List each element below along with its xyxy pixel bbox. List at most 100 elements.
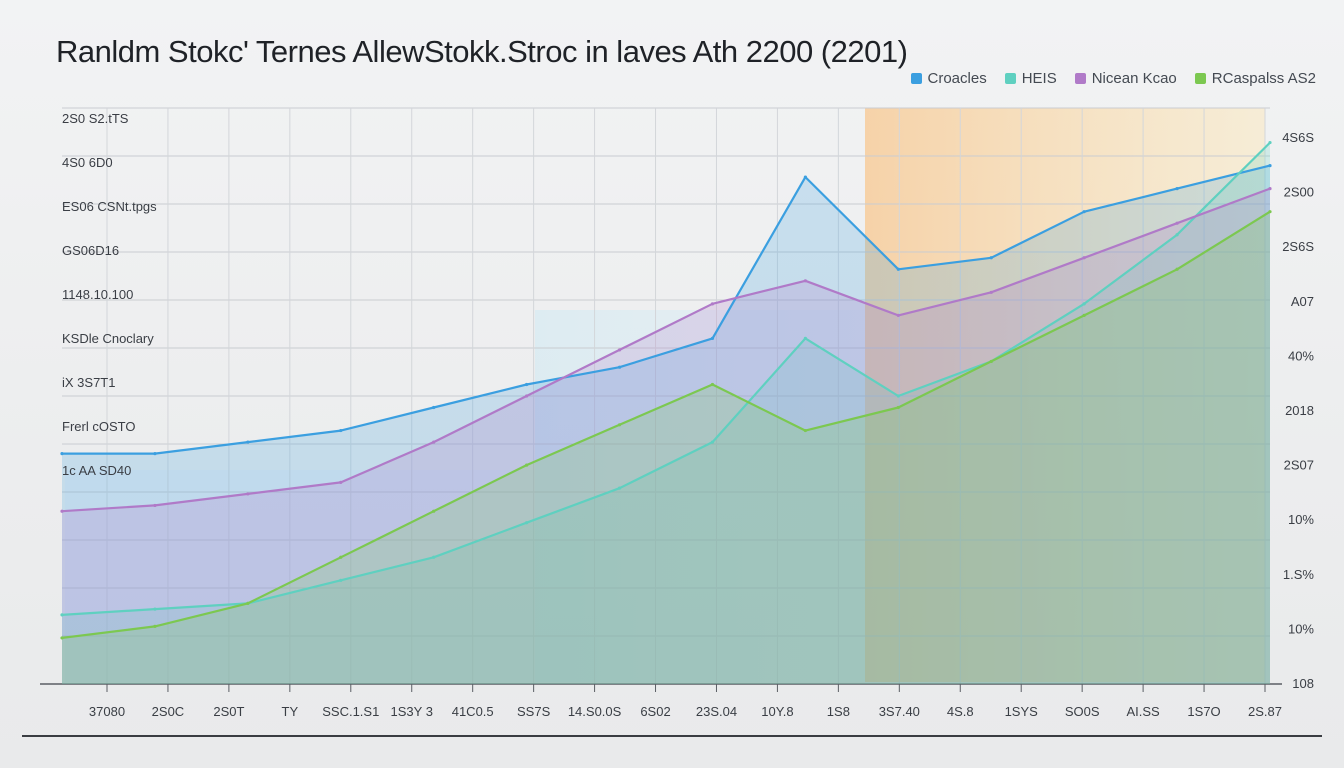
series-point-1-3 bbox=[339, 578, 343, 582]
series-point-1-12 bbox=[1175, 233, 1179, 237]
series-point-3-10 bbox=[989, 359, 993, 364]
x-tick-label: 3S7.40 bbox=[879, 704, 920, 719]
left-label: GS06D16 bbox=[62, 243, 119, 258]
series-areas bbox=[62, 142, 1270, 685]
x-tick-label: 2S0T bbox=[213, 704, 244, 719]
x-tick-label: 4S.8 bbox=[947, 704, 974, 719]
right-label: 108 bbox=[1292, 676, 1314, 691]
series-point-3-11 bbox=[1082, 313, 1086, 317]
series-point-1-1 bbox=[153, 607, 157, 611]
right-label: 1.S% bbox=[1283, 567, 1315, 582]
right-label: 10% bbox=[1288, 512, 1314, 527]
series-lines bbox=[60, 140, 1272, 640]
series-point-0-7 bbox=[710, 336, 715, 340]
chart-title: Ranldm Stokc' Ternes AllewStokk.Stroc in… bbox=[56, 34, 908, 69]
series-point-3-0 bbox=[60, 636, 64, 640]
series-point-2-12 bbox=[1175, 221, 1179, 225]
x-tick-label: 1SYS bbox=[1005, 704, 1039, 719]
series-point-3-8 bbox=[803, 428, 807, 433]
series-point-0-4 bbox=[432, 405, 436, 410]
left-label: 4S0 6D0 bbox=[62, 155, 113, 170]
legend-label-3: RCaspalss AS2 bbox=[1211, 70, 1316, 87]
x-tick-label: 1S8 bbox=[827, 704, 850, 719]
series-point-3-12 bbox=[1175, 267, 1179, 271]
legend-swatch-0 bbox=[910, 73, 922, 84]
legend-label-1: HEIS bbox=[1021, 70, 1057, 87]
series-point-0-2 bbox=[246, 440, 250, 444]
legend-swatch-1 bbox=[1004, 73, 1016, 84]
series-point-1-11 bbox=[1082, 302, 1086, 306]
series-point-3-13 bbox=[1268, 210, 1272, 214]
x-tick-label: 1S3Y 3 bbox=[391, 704, 433, 719]
series-line-3 bbox=[61, 210, 1271, 639]
series-point-2-2 bbox=[246, 492, 250, 496]
legend-swatch-2 bbox=[1074, 73, 1086, 84]
series-point-2-4 bbox=[432, 440, 436, 444]
left-label: 1148.10.100 bbox=[62, 287, 133, 302]
x-tick-label: 1S7O bbox=[1187, 704, 1220, 719]
series-point-2-8 bbox=[803, 279, 807, 283]
series-area-1 bbox=[62, 142, 1270, 685]
series-area-2 bbox=[62, 188, 1270, 684]
series-point-0-6 bbox=[617, 365, 622, 369]
x-tick-label: SSC.1.S1 bbox=[322, 704, 379, 719]
series-point-2-3 bbox=[339, 480, 343, 484]
series-point-1-5 bbox=[525, 521, 529, 525]
series-point-0-12 bbox=[1175, 187, 1179, 191]
left-labels: 2S0 S2.tTS 4S0 6D0 ES06 CSNt.tpgs GS06D16 11… bbox=[62, 111, 157, 478]
x-tick-label: 37080 bbox=[89, 704, 125, 719]
right-label: 40% bbox=[1288, 348, 1314, 363]
right-label: 4S6S bbox=[1282, 130, 1314, 145]
right-label: A07 bbox=[1291, 294, 1314, 309]
series-point-1-9 bbox=[896, 394, 900, 398]
series-point-3-2 bbox=[246, 601, 250, 605]
series-point-1-8 bbox=[803, 336, 807, 340]
series-point-2-1 bbox=[153, 503, 157, 508]
x-tick-label: 2S.87 bbox=[1248, 704, 1282, 719]
series-point-2-0 bbox=[60, 509, 64, 513]
bottom-rule bbox=[22, 735, 1322, 737]
x-tick-label: SO0S bbox=[1065, 704, 1100, 719]
series-point-0-13 bbox=[1268, 164, 1272, 168]
chart-legend: Croacles HEIS Nicean Kcao RCaspalss AS2 bbox=[910, 70, 1316, 87]
series-area-0 bbox=[62, 165, 1270, 685]
series-point-1-0 bbox=[60, 613, 64, 617]
x-tick-label: 41C0.5 bbox=[452, 704, 494, 719]
series-line-1 bbox=[61, 141, 1271, 616]
series-point-0-3 bbox=[339, 428, 343, 433]
series-point-1-13 bbox=[1268, 140, 1272, 145]
series-point-3-4 bbox=[432, 509, 436, 513]
series-point-2-6 bbox=[617, 348, 622, 352]
x-tick-label: 14.S0.0S bbox=[568, 704, 622, 719]
legend-item-3: RCaspalss AS2 bbox=[1194, 70, 1316, 87]
series-point-2-5 bbox=[525, 394, 529, 398]
legend-item-2: Nicean Kcao bbox=[1074, 70, 1177, 87]
series-point-2-9 bbox=[896, 313, 900, 317]
series-point-0-9 bbox=[896, 267, 900, 271]
x-tick-label: 10Y.8 bbox=[761, 704, 793, 719]
series-point-0-5 bbox=[525, 382, 529, 387]
left-label: KSDle Cnoclary bbox=[62, 331, 154, 346]
left-label: 1c AA SD40 bbox=[62, 463, 131, 478]
series-point-3-9 bbox=[896, 405, 900, 410]
series-point-3-1 bbox=[153, 624, 157, 629]
right-label: 2S07 bbox=[1284, 458, 1314, 473]
series-point-1-7 bbox=[710, 440, 715, 444]
series-point-3-3 bbox=[339, 555, 343, 559]
series-point-1-4 bbox=[432, 555, 436, 559]
x-tick-label: SS7S bbox=[517, 704, 551, 719]
series-area-3 bbox=[62, 211, 1270, 684]
series-point-2-11 bbox=[1082, 256, 1086, 260]
x-axis-ticks: 37080 2S0C 2S0T TY SSC.1.S1 1S3Y 3 41C0.5 SS7S 1… bbox=[89, 684, 1282, 719]
legend-swatch-3 bbox=[1194, 73, 1206, 84]
series-point-3-7 bbox=[710, 382, 715, 387]
series-point-0-10 bbox=[989, 256, 993, 260]
series-line-2 bbox=[61, 187, 1271, 513]
x-tick-label: 6S02 bbox=[640, 704, 670, 719]
right-label: 2018 bbox=[1285, 403, 1314, 418]
x-tick-label: TY bbox=[282, 704, 299, 719]
series-point-0-1 bbox=[153, 452, 157, 456]
left-label: Frerl cOSTO bbox=[62, 419, 135, 434]
series-point-0-0 bbox=[60, 452, 64, 456]
x-tick-label: 23S.04 bbox=[696, 704, 737, 719]
